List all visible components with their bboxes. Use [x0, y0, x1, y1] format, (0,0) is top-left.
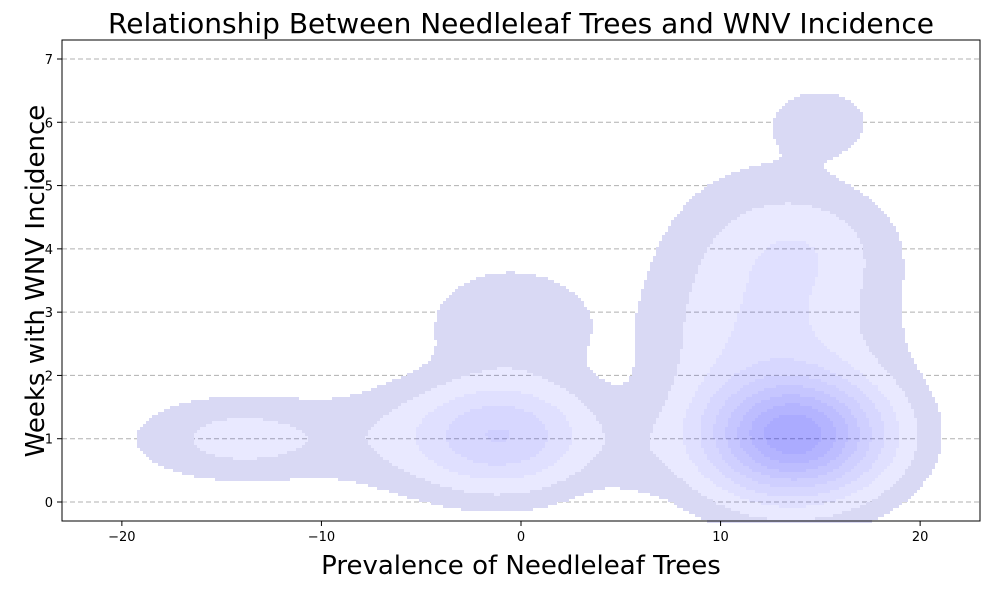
x-tick-label: −20	[108, 530, 135, 545]
chart-title: Relationship Between Needleleaf Trees an…	[108, 7, 934, 40]
density-contours	[137, 94, 941, 523]
x-axis-label: Prevalence of Needleleaf Trees	[321, 551, 721, 581]
y-tick-label: 2	[45, 369, 53, 384]
density-level-2	[194, 202, 917, 520]
x-tick-label: −10	[308, 530, 335, 545]
y-tick-label: 3	[45, 306, 53, 321]
y-axis-label: Weeks with WNV Incidence	[21, 105, 51, 458]
grid-lines	[62, 58, 980, 503]
y-tick-label: 7	[45, 53, 53, 68]
density-level-8	[749, 403, 836, 463]
density-level-1	[137, 94, 941, 523]
y-tick-label: 1	[45, 433, 53, 448]
y-axis-ticks: 0 1 2 3 4 5 6 7	[45, 53, 62, 511]
y-tick-label: 6	[45, 116, 53, 131]
density-level-4	[446, 358, 884, 496]
y-tick-label: 0	[45, 496, 53, 511]
x-tick-label: 20	[912, 530, 929, 545]
x-tick-label: 0	[517, 530, 525, 545]
y-tick-label: 4	[45, 243, 53, 258]
x-axis-ticks: −20 −10 0 10 20	[108, 521, 928, 545]
density-level-3	[416, 241, 899, 508]
x-tick-label: 10	[712, 530, 729, 545]
y-tick-label: 5	[45, 180, 53, 195]
density-level-5	[485, 376, 872, 487]
density-level-9	[764, 415, 821, 454]
